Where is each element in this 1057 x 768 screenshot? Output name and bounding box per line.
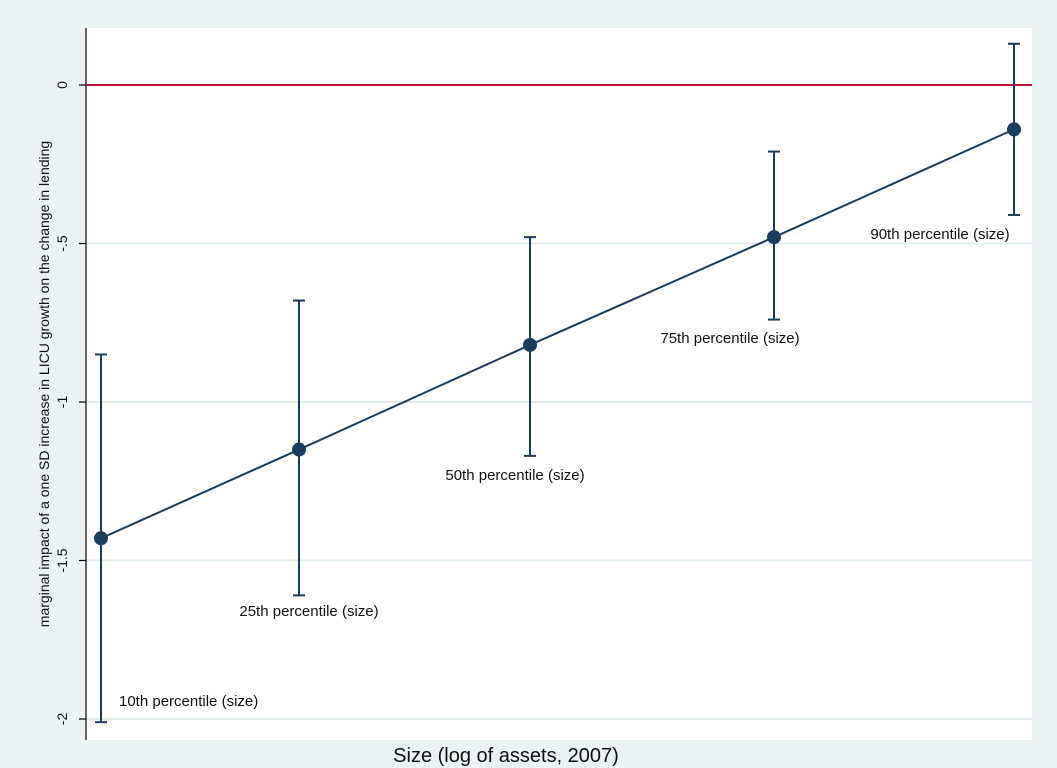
x-axis-title: Size (log of assets, 2007) [393,745,619,767]
plot-area [86,28,1032,740]
y-tick-label: 0 [54,81,70,89]
point-labels: 10th percentile (size) 25th percentile (s… [119,226,1010,710]
data-points [94,122,1021,546]
data-point [94,531,108,546]
y-tick-label: -1 [54,396,70,409]
y-tick-label: -.5 [54,235,70,252]
y-axis-title: marginal impact of a one SD increase in … [36,141,52,627]
point-label: 90th percentile (size) [870,226,1009,243]
point-label: 50th percentile (size) [445,467,584,484]
y-tick-label: -1.5 [54,548,70,572]
point-label: 25th percentile (size) [239,603,378,620]
y-tick-label: -2 [54,713,70,726]
grid-lines [86,242,1032,720]
point-label: 10th percentile (size) [119,693,258,710]
y-axis-ticks: 0 -.5 -1 -1.5 -2 [54,81,86,725]
data-point [1007,122,1021,137]
data-point [292,442,306,457]
data-point [523,337,537,352]
data-point [767,230,781,245]
point-label: 75th percentile (size) [660,330,799,347]
